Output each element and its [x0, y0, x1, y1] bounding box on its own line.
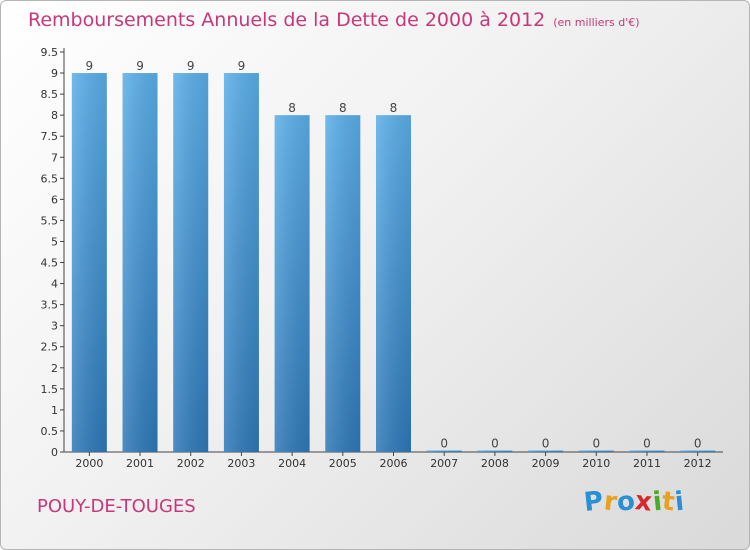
bar-shade [173, 73, 209, 452]
data-label: 0 [592, 437, 600, 451]
y-tick-label: 6 [51, 193, 58, 206]
data-label: 9 [238, 59, 246, 73]
x-tick-label: 2002 [177, 457, 205, 470]
y-tick-label: 6.5 [41, 172, 59, 185]
bar-shade [223, 73, 259, 452]
bar-shade [578, 450, 614, 452]
y-tick-label: 5 [51, 235, 58, 248]
data-label: 8 [390, 101, 398, 115]
y-tick-label: 7 [51, 151, 58, 164]
y-tick-label: 8.5 [41, 88, 59, 101]
y-tick-label: 1 [51, 404, 58, 417]
bar-shade [629, 450, 665, 452]
x-tick-label: 2004 [278, 457, 306, 470]
y-tick-label: 3.5 [41, 299, 59, 312]
x-tick-label: 2008 [481, 457, 509, 470]
x-tick-label: 2011 [633, 457, 661, 470]
logo-letter: i [673, 486, 686, 518]
x-tick-label: 2009 [532, 457, 560, 470]
y-tick-label: 4 [51, 278, 58, 291]
y-tick-label: 2 [51, 362, 58, 375]
bar-shade [680, 450, 716, 452]
data-labels: 9 9 9 9 8 8 8 0 0 0 0 0 0 [86, 59, 702, 450]
x-tick-label: 2006 [380, 457, 408, 470]
bar-shade [376, 115, 411, 452]
chart-title: Remboursements Annuels de la Dette de 20… [28, 9, 640, 31]
bars [71, 73, 716, 452]
bar-shade [122, 73, 158, 452]
y-tick-label: 9.5 [41, 46, 59, 59]
y-tick-label: 8 [51, 109, 58, 122]
x-tick-label: 2003 [227, 457, 255, 470]
bar-shade [71, 73, 107, 452]
bar-shade [477, 450, 513, 452]
x-tick-label: 2010 [582, 457, 610, 470]
x-tick-label: 2005 [329, 457, 357, 470]
proxiti-logo: Proxiti [582, 486, 686, 518]
data-label: 0 [694, 437, 702, 451]
x-tick-label: 2007 [430, 457, 458, 470]
x-tick-label: 2001 [126, 457, 154, 470]
y-tick-label: 4.5 [41, 257, 59, 270]
bar-shade [274, 115, 310, 452]
data-label: 9 [187, 59, 195, 73]
data-label: 9 [136, 59, 144, 73]
y-tick-label: 2.5 [41, 341, 59, 354]
bar-shade [325, 115, 361, 452]
y-tick-label: 7.5 [41, 130, 59, 143]
data-label: 9 [86, 59, 94, 73]
data-label: 8 [339, 101, 347, 115]
data-label: 0 [643, 437, 651, 451]
data-label: 0 [440, 437, 448, 451]
x-tick-label: 2000 [75, 457, 103, 470]
bar-shade [528, 450, 564, 452]
commune-name: POUY-DE-TOUGES [37, 496, 196, 517]
y-tick-label: 0 [51, 446, 58, 459]
y-tick-label: 1.5 [41, 383, 59, 396]
y-tick-label: 0.5 [41, 425, 59, 438]
data-label: 8 [288, 101, 296, 115]
y-tick-label: 9 [51, 67, 58, 80]
data-label: 0 [542, 437, 550, 451]
title-text: Remboursements Annuels de la Dette de 20… [28, 9, 546, 31]
data-label: 0 [491, 437, 499, 451]
y-tick-label: 3 [51, 320, 58, 333]
bar-shade [426, 450, 462, 452]
chart-subtitle: (en milliers d'€) [553, 16, 640, 29]
y-tick-label: 5.5 [41, 214, 59, 227]
x-tick-label: 2012 [684, 457, 712, 470]
